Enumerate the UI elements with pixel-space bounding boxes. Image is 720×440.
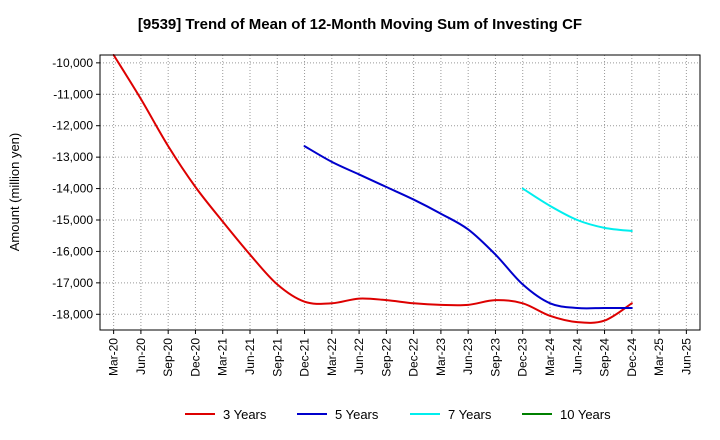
x-tick-label: Mar-24 [543, 338, 557, 376]
x-tick-label: Mar-20 [107, 338, 121, 376]
x-tick-label: Dec-21 [298, 338, 312, 377]
y-tick-label: -10,000 [52, 56, 93, 70]
x-tick-label: Mar-23 [434, 338, 448, 376]
x-tick-label: Dec-20 [188, 338, 202, 377]
legend-label: 5 Years [335, 407, 379, 422]
legend-label: 3 Years [223, 407, 267, 422]
x-tick-label: Jun-22 [352, 338, 366, 375]
y-tick-label: -12,000 [52, 119, 93, 133]
y-tick-label: -13,000 [52, 150, 93, 164]
chart-title: [9539] Trend of Mean of 12-Month Moving … [138, 16, 582, 33]
y-axis-label: Amount (million yen) [7, 133, 22, 252]
series-line-3-years [112, 54, 633, 324]
legend-label: 10 Years [560, 407, 611, 422]
x-tick-label: Mar-21 [216, 338, 230, 376]
x-tick-label: Dec-23 [516, 338, 530, 377]
series-line-5-years [303, 145, 633, 310]
x-tick-label: Sep-22 [379, 338, 393, 377]
x-tick-label: Sep-24 [598, 338, 612, 377]
y-tick-label: -17,000 [52, 276, 93, 290]
y-tick-label: -15,000 [52, 213, 93, 227]
x-tick-label: Jun-24 [570, 338, 584, 375]
plot-frame [99, 54, 701, 331]
grid-lines [100, 55, 700, 330]
x-tick-label: Jun-25 [679, 338, 693, 375]
x-tick-label: Dec-24 [625, 338, 639, 377]
x-tick-label: Sep-23 [488, 338, 502, 377]
x-tick-label: Dec-22 [407, 338, 421, 377]
x-tick-label: Mar-22 [325, 338, 339, 376]
y-tick-label: -18,000 [52, 307, 93, 321]
y-tick-label: -16,000 [52, 244, 93, 258]
x-tick-label: Mar-25 [652, 338, 666, 376]
x-tick-labels: Mar-20 Jun-20 Sep-20 Dec-20 Mar-21 Jun-21 Sep-… [107, 330, 693, 377]
y-tick-labels: -10,000 -11,000 -12,000 -13,000 -14,000 -15,0… [52, 56, 100, 321]
x-tick-label: Jun-23 [461, 338, 475, 375]
x-tick-label: Jun-21 [243, 338, 257, 375]
legend: 3 Years 5 Years 7 Years 10 Years [185, 407, 611, 422]
x-tick-label: Sep-20 [161, 338, 175, 377]
x-tick-label: Jun-20 [134, 338, 148, 375]
y-tick-label: -11,000 [53, 87, 93, 101]
x-tick-label: Sep-21 [270, 338, 284, 377]
series-line-7-years [521, 187, 633, 232]
series-lines [112, 54, 633, 324]
legend-label: 7 Years [448, 407, 492, 422]
y-tick-label: -14,000 [52, 182, 93, 196]
